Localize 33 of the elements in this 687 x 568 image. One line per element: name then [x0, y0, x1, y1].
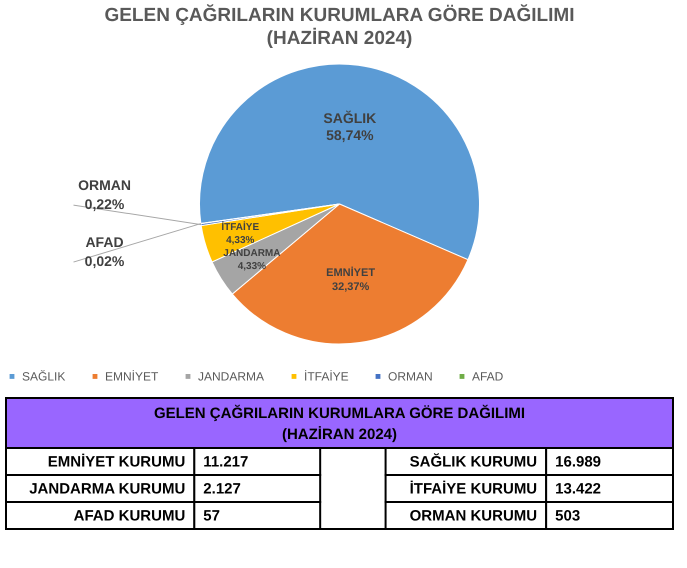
- slice-label: EMNİYET: [326, 266, 376, 280]
- legend-label: İTFAİYE: [304, 369, 349, 384]
- legend-label: AFAD: [472, 369, 504, 384]
- data-label: 11.217: [203, 454, 248, 470]
- category-label: JANDARMA KURUMU: [29, 480, 186, 498]
- legend-label: JANDARMA: [198, 369, 264, 384]
- data-label: 16.989: [555, 454, 602, 470]
- data-label: 57: [203, 508, 220, 524]
- slice-label: ORMAN: [78, 177, 131, 194]
- legend-label: SAĞLIK: [22, 369, 66, 384]
- legend-label: ORMAN: [388, 369, 433, 384]
- slice-label: SAĞLIK: [323, 110, 376, 126]
- text: (HAZİRAN 2024): [282, 426, 398, 443]
- slice-label: AFAD: [85, 234, 124, 250]
- category-label: SAĞLIK KURUMU: [410, 452, 538, 470]
- data-label: 4,33%: [226, 235, 255, 246]
- data-label: 2.127: [203, 480, 241, 498]
- data-label: 503: [555, 508, 580, 524]
- category-label: AFAD KURUMU: [74, 508, 186, 524]
- chart-subtitle: (HAZİRAN 2024): [266, 27, 412, 49]
- text: GELEN ÇAĞRILARIN KURUMLARA GÖRE DAĞILIMI: [154, 404, 526, 422]
- category-label: İTFAİYE KURUMU: [410, 480, 538, 498]
- chart-title: GELEN ÇAĞRILARIN KURUMLARA GÖRE DAĞILIMI: [104, 4, 575, 26]
- data-label: 58,74%: [326, 127, 374, 144]
- category-label: EMNİYET KURUMU: [48, 454, 186, 470]
- data-label: 13.422: [555, 480, 602, 498]
- slice-label: İTFAİYE: [221, 221, 260, 234]
- data-label: 0,22%: [84, 196, 125, 212]
- data-label: 32,37%: [332, 281, 370, 294]
- legend-label: EMNİYET: [105, 369, 160, 384]
- category-label: ORMAN KURUMU: [410, 508, 538, 524]
- data-label: 0,02%: [84, 253, 125, 270]
- data-label: 4,33%: [238, 260, 266, 272]
